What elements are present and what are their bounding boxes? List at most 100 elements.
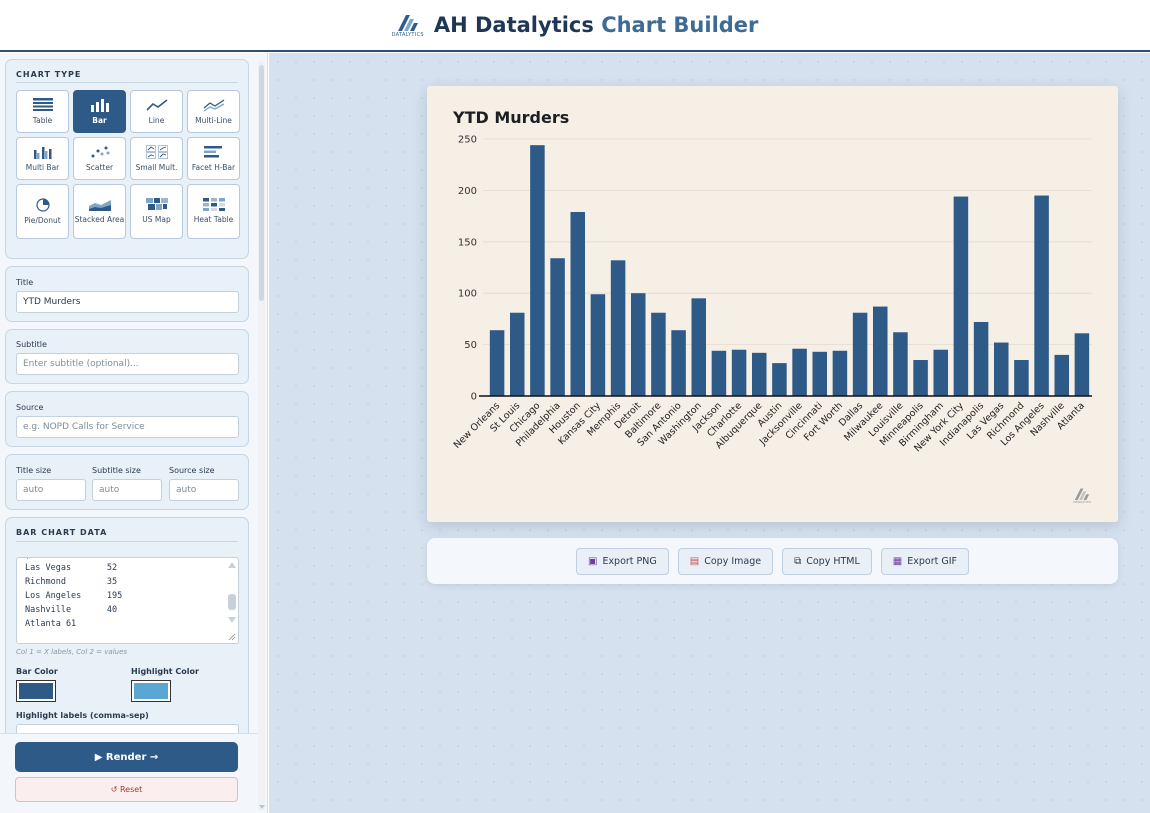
chart-type-heat-table[interactable]: Heat Table (187, 184, 240, 239)
scroll-thumb[interactable] (228, 594, 236, 610)
copy-image-button[interactable]: ▤ Copy Image (677, 547, 774, 575)
sidebar-scroll-thumb[interactable] (259, 65, 264, 301)
scroll-down-icon[interactable] (228, 617, 236, 623)
source-panel: Source e.g. NOPD Calls for Service (5, 391, 249, 447)
highlight-color-swatch (134, 683, 168, 699)
small-multiples-icon (145, 144, 168, 159)
scroll-up-icon[interactable] (228, 562, 236, 568)
sizes-panel: Title size Subtitle size Source size aut… (5, 454, 249, 510)
chart-type-facet-hbar[interactable]: Facet H-Bar (187, 137, 240, 180)
chart-type-bar[interactable]: Bar (73, 90, 126, 133)
scatter-chart-icon (91, 146, 109, 157)
heat-table-icon (202, 198, 225, 211)
bar (590, 294, 606, 396)
textarea-line: Atlanta 61 (25, 619, 77, 629)
chart-type-label: Multi Bar (25, 162, 60, 172)
chart-type-panel: CHART TYPE Table Bar Line Multi-Line Mul… (5, 59, 249, 259)
film-icon: ▦ (892, 555, 903, 567)
scroll-down-icon[interactable] (259, 805, 265, 809)
brand-logo: DATALYTICS (392, 13, 424, 38)
brand-logo-text: DATALYTICS (391, 31, 424, 38)
chart-type-line[interactable]: Line (130, 90, 183, 133)
bar (1074, 333, 1090, 396)
bar (1054, 354, 1070, 396)
chart-type-label: Table (32, 115, 53, 125)
render-button[interactable]: ▶ Render → (15, 742, 238, 772)
bar (1034, 195, 1049, 396)
table-icon (32, 97, 53, 111)
sidebar: CHART TYPE Table Bar Line Multi-Line Mul… (0, 53, 268, 813)
chart-type-label: Small Mult. (135, 162, 178, 172)
bar (893, 332, 908, 396)
divider (16, 541, 238, 542)
highlight-labels-label: Highlight labels (comma-sep) (16, 711, 149, 720)
chart-card: 0 50 100 150 200 250 New Orleans St Louis Chicag… (427, 86, 1118, 522)
bar (751, 352, 767, 396)
watermark-logo-icon (1074, 488, 1090, 500)
chart-type-label: Bar (92, 115, 107, 125)
chart-type-label: Stacked Area (74, 214, 125, 224)
watermark-text: DATALYTICS (1073, 500, 1091, 504)
source-label: Source (16, 403, 44, 412)
chart-type-stacked-area[interactable]: Stacked Area (73, 184, 126, 239)
sidebar-scrollbar[interactable] (258, 61, 265, 811)
bar (973, 321, 989, 396)
bar (651, 312, 666, 396)
bar (953, 196, 969, 396)
bar (872, 306, 888, 396)
y-tick-label: 250 (458, 135, 477, 146)
chart-type-multi-bar[interactable]: Multi Bar (16, 137, 69, 180)
chart-type-label: Pie/Donut (24, 215, 61, 225)
chart-type-label: Facet H-Bar (191, 162, 236, 172)
resize-handle-icon[interactable] (228, 633, 236, 641)
chart-type-pie[interactable]: Pie/Donut (16, 184, 69, 239)
chart-type-us-map[interactable]: US Map (130, 184, 183, 239)
export-gif-button[interactable]: ▦ Export GIF (880, 547, 969, 575)
clipboard-icon: ▤ (689, 555, 700, 567)
export-png-button[interactable]: ▣ Export PNG (575, 547, 669, 575)
bar-color-picker[interactable] (16, 680, 56, 702)
copy-html-button[interactable]: ⧉ Copy HTML (782, 547, 872, 575)
bar (852, 312, 868, 396)
chart-type-label: Heat Table (193, 215, 234, 224)
line-chart-icon (145, 98, 167, 111)
title-input[interactable]: YTD Murders (16, 291, 239, 313)
app-header: DATALYTICS AH Datalytics Chart Builder (0, 0, 1150, 52)
data-format-hint: Col 1 = X labels, Col 2 = values (16, 648, 128, 656)
bar-data-panel: BAR CHART DATA · Las Vegas 52 Richmond 3… (5, 517, 249, 747)
chart-type-grid: Table Bar Line Multi-Line Multi Bar Scat… (16, 90, 240, 239)
textarea-line: Richmond 35 (25, 577, 118, 587)
bar (731, 349, 747, 396)
subtitle-size-input[interactable]: auto (92, 479, 162, 501)
bar (691, 298, 707, 396)
bar (792, 348, 807, 396)
textarea-scrollbar[interactable] (227, 560, 236, 640)
divider (16, 82, 238, 83)
subtitle-input[interactable]: Enter subtitle (optional)... (16, 353, 239, 375)
chart-type-multi-line[interactable]: Multi-Line (187, 90, 240, 133)
multi-line-chart-icon (203, 98, 224, 112)
bar-data-textarea[interactable]: · Las Vegas 52 Richmond 35 Los Angeles 1… (16, 557, 239, 644)
title-size-label: Title size (16, 466, 52, 475)
bar (812, 351, 828, 396)
bar (610, 260, 626, 396)
chart-type-table[interactable]: Table (16, 90, 69, 133)
source-size-input[interactable]: auto (169, 479, 239, 501)
app-title-sub: Chart Builder (601, 13, 759, 37)
chart-type-small-multiples[interactable]: Small Mult. (130, 137, 183, 180)
bar (711, 350, 727, 396)
copy-icon: ⧉ (794, 555, 802, 567)
title-size-input[interactable]: auto (16, 479, 86, 501)
reset-button[interactable]: ↺ Reset (15, 777, 238, 802)
copy-html-label: Copy HTML (806, 555, 860, 567)
y-tick-label: 200 (458, 186, 477, 197)
source-input[interactable]: e.g. NOPD Calls for Service (16, 416, 239, 438)
bar (630, 293, 646, 396)
chart-type-scatter[interactable]: Scatter (73, 137, 126, 180)
bar (570, 211, 586, 396)
highlight-color-picker[interactable] (131, 680, 171, 702)
bar-color-label: Bar Color (16, 667, 58, 676)
bar (832, 350, 848, 396)
brand-logo-icon (397, 14, 418, 31)
bar (530, 145, 545, 396)
